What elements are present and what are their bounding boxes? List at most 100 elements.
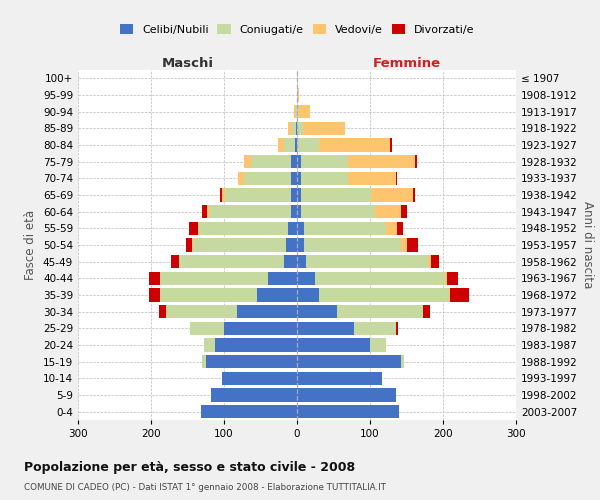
Bar [401, 355, 404, 368]
Bar [296, 122, 297, 135]
Bar [296, 105, 297, 118]
Bar [257, 288, 297, 302]
Bar [407, 238, 418, 252]
Text: Maschi: Maschi [161, 57, 214, 70]
Bar [200, 405, 297, 418]
Bar [244, 172, 291, 185]
Bar [222, 372, 297, 385]
Bar [298, 88, 299, 102]
Bar [244, 155, 251, 168]
Bar [315, 272, 445, 285]
Bar [375, 205, 401, 218]
Bar [354, 322, 395, 335]
Bar [189, 222, 198, 235]
Bar [193, 238, 286, 252]
Bar [206, 355, 297, 368]
Bar [160, 272, 268, 285]
Bar [202, 205, 207, 218]
Bar [190, 322, 224, 335]
Bar [297, 238, 304, 252]
Bar [395, 322, 398, 335]
Bar [445, 272, 446, 285]
Bar [149, 272, 160, 285]
Bar [294, 105, 296, 118]
Bar [297, 105, 299, 118]
Bar [149, 288, 160, 302]
Bar [428, 255, 431, 268]
Bar [207, 205, 209, 218]
Bar [288, 222, 297, 235]
Bar [386, 222, 397, 235]
Bar [397, 222, 403, 235]
Bar [337, 305, 422, 318]
Bar [198, 222, 199, 235]
Bar [286, 238, 297, 252]
Bar [348, 155, 415, 168]
Bar [297, 122, 303, 135]
Bar [348, 172, 395, 185]
Bar [370, 338, 386, 351]
Bar [415, 155, 418, 168]
Bar [446, 272, 458, 285]
Legend: Celibi/Nubili, Coniugati/e, Vedovi/e, Divorzati/e: Celibi/Nubili, Coniugati/e, Vedovi/e, Di… [115, 20, 479, 39]
Bar [222, 188, 226, 202]
Bar [297, 172, 301, 185]
Bar [301, 155, 348, 168]
Bar [238, 172, 244, 185]
Bar [268, 272, 297, 285]
Bar [319, 138, 391, 151]
Bar [297, 355, 401, 368]
Bar [209, 205, 291, 218]
Bar [401, 238, 407, 252]
Bar [284, 255, 297, 268]
Bar [186, 238, 192, 252]
Y-axis label: Fasce di età: Fasce di età [25, 210, 37, 280]
Bar [297, 372, 382, 385]
Bar [304, 222, 386, 235]
Bar [204, 338, 215, 351]
Bar [395, 172, 397, 185]
Bar [297, 405, 399, 418]
Bar [303, 122, 345, 135]
Bar [297, 155, 301, 168]
Bar [297, 205, 301, 218]
Bar [301, 205, 375, 218]
Bar [291, 188, 297, 202]
Bar [319, 288, 449, 302]
Bar [301, 172, 348, 185]
Bar [297, 288, 319, 302]
Bar [166, 305, 237, 318]
Bar [391, 138, 392, 151]
Bar [211, 388, 297, 402]
Bar [159, 305, 166, 318]
Bar [215, 338, 297, 351]
Bar [224, 322, 297, 335]
Bar [401, 205, 407, 218]
Bar [297, 255, 306, 268]
Bar [431, 255, 439, 268]
Bar [371, 188, 413, 202]
Bar [288, 122, 292, 135]
Bar [237, 305, 297, 318]
Bar [251, 155, 291, 168]
Text: Popolazione per età, sesso e stato civile - 2008: Popolazione per età, sesso e stato civil… [24, 462, 355, 474]
Bar [297, 388, 395, 402]
Bar [301, 188, 371, 202]
Bar [295, 138, 297, 151]
Bar [292, 122, 296, 135]
Bar [297, 88, 298, 102]
Bar [297, 305, 337, 318]
Bar [220, 188, 222, 202]
Text: Femmine: Femmine [373, 57, 440, 70]
Bar [192, 238, 193, 252]
Bar [306, 255, 428, 268]
Bar [297, 222, 304, 235]
Bar [160, 288, 257, 302]
Bar [284, 138, 295, 151]
Bar [291, 205, 297, 218]
Bar [291, 155, 297, 168]
Bar [297, 272, 315, 285]
Bar [304, 238, 401, 252]
Bar [297, 338, 370, 351]
Bar [226, 188, 291, 202]
